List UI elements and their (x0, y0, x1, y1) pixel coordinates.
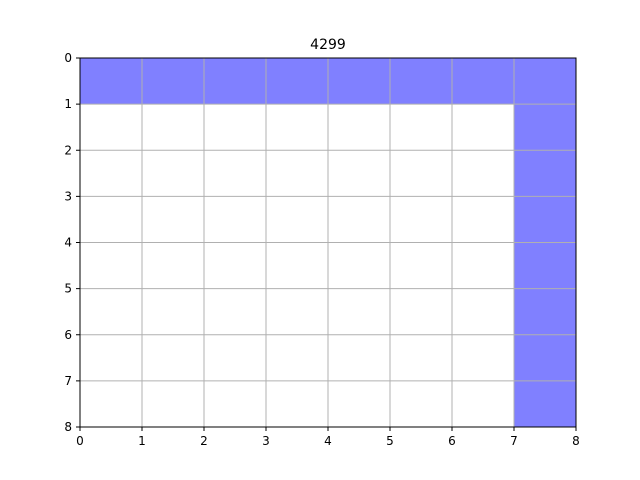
x-tick-label: 7 (510, 434, 518, 448)
y-tick-label: 1 (64, 97, 72, 111)
x-axis: 0 1 2 3 4 5 6 7 8 (76, 427, 580, 448)
grid-lines (79, 57, 577, 428)
filled-cell (514, 334, 576, 381)
x-tick-label: 6 (448, 434, 456, 448)
y-tick-label: 4 (64, 236, 72, 250)
x-tick-label: 3 (262, 434, 270, 448)
x-tick-label: 0 (76, 434, 84, 448)
y-axis: 0 1 2 3 4 5 6 7 8 (64, 51, 80, 434)
filled-cell (80, 58, 142, 105)
x-tick-label: 4 (324, 434, 332, 448)
filled-cell (514, 58, 576, 105)
x-tick-label: 5 (386, 434, 394, 448)
chart-title: 4299 (310, 37, 346, 53)
filled-cell (390, 58, 452, 105)
y-tick-label: 0 (64, 51, 72, 65)
y-tick-label: 6 (64, 328, 72, 342)
filled-cell (514, 288, 576, 335)
filled-cell (514, 104, 576, 151)
filled-cell (514, 150, 576, 197)
x-tick-label: 2 (200, 434, 208, 448)
filled-cells-layer (80, 58, 576, 427)
filled-cell (204, 58, 266, 105)
y-tick-label: 5 (64, 282, 72, 296)
y-tick-label: 3 (64, 189, 72, 203)
filled-cell (142, 58, 204, 105)
y-tick-label: 2 (64, 143, 72, 157)
filled-cell (514, 380, 576, 427)
x-tick-label: 8 (572, 434, 580, 448)
filled-cell (514, 242, 576, 289)
filled-cell (328, 58, 390, 105)
y-tick-label: 7 (64, 374, 72, 388)
y-tick-label: 8 (64, 420, 72, 434)
filled-cell (514, 196, 576, 243)
x-tick-label: 1 (138, 434, 146, 448)
filled-cell (266, 58, 328, 105)
filled-cell (452, 58, 514, 105)
